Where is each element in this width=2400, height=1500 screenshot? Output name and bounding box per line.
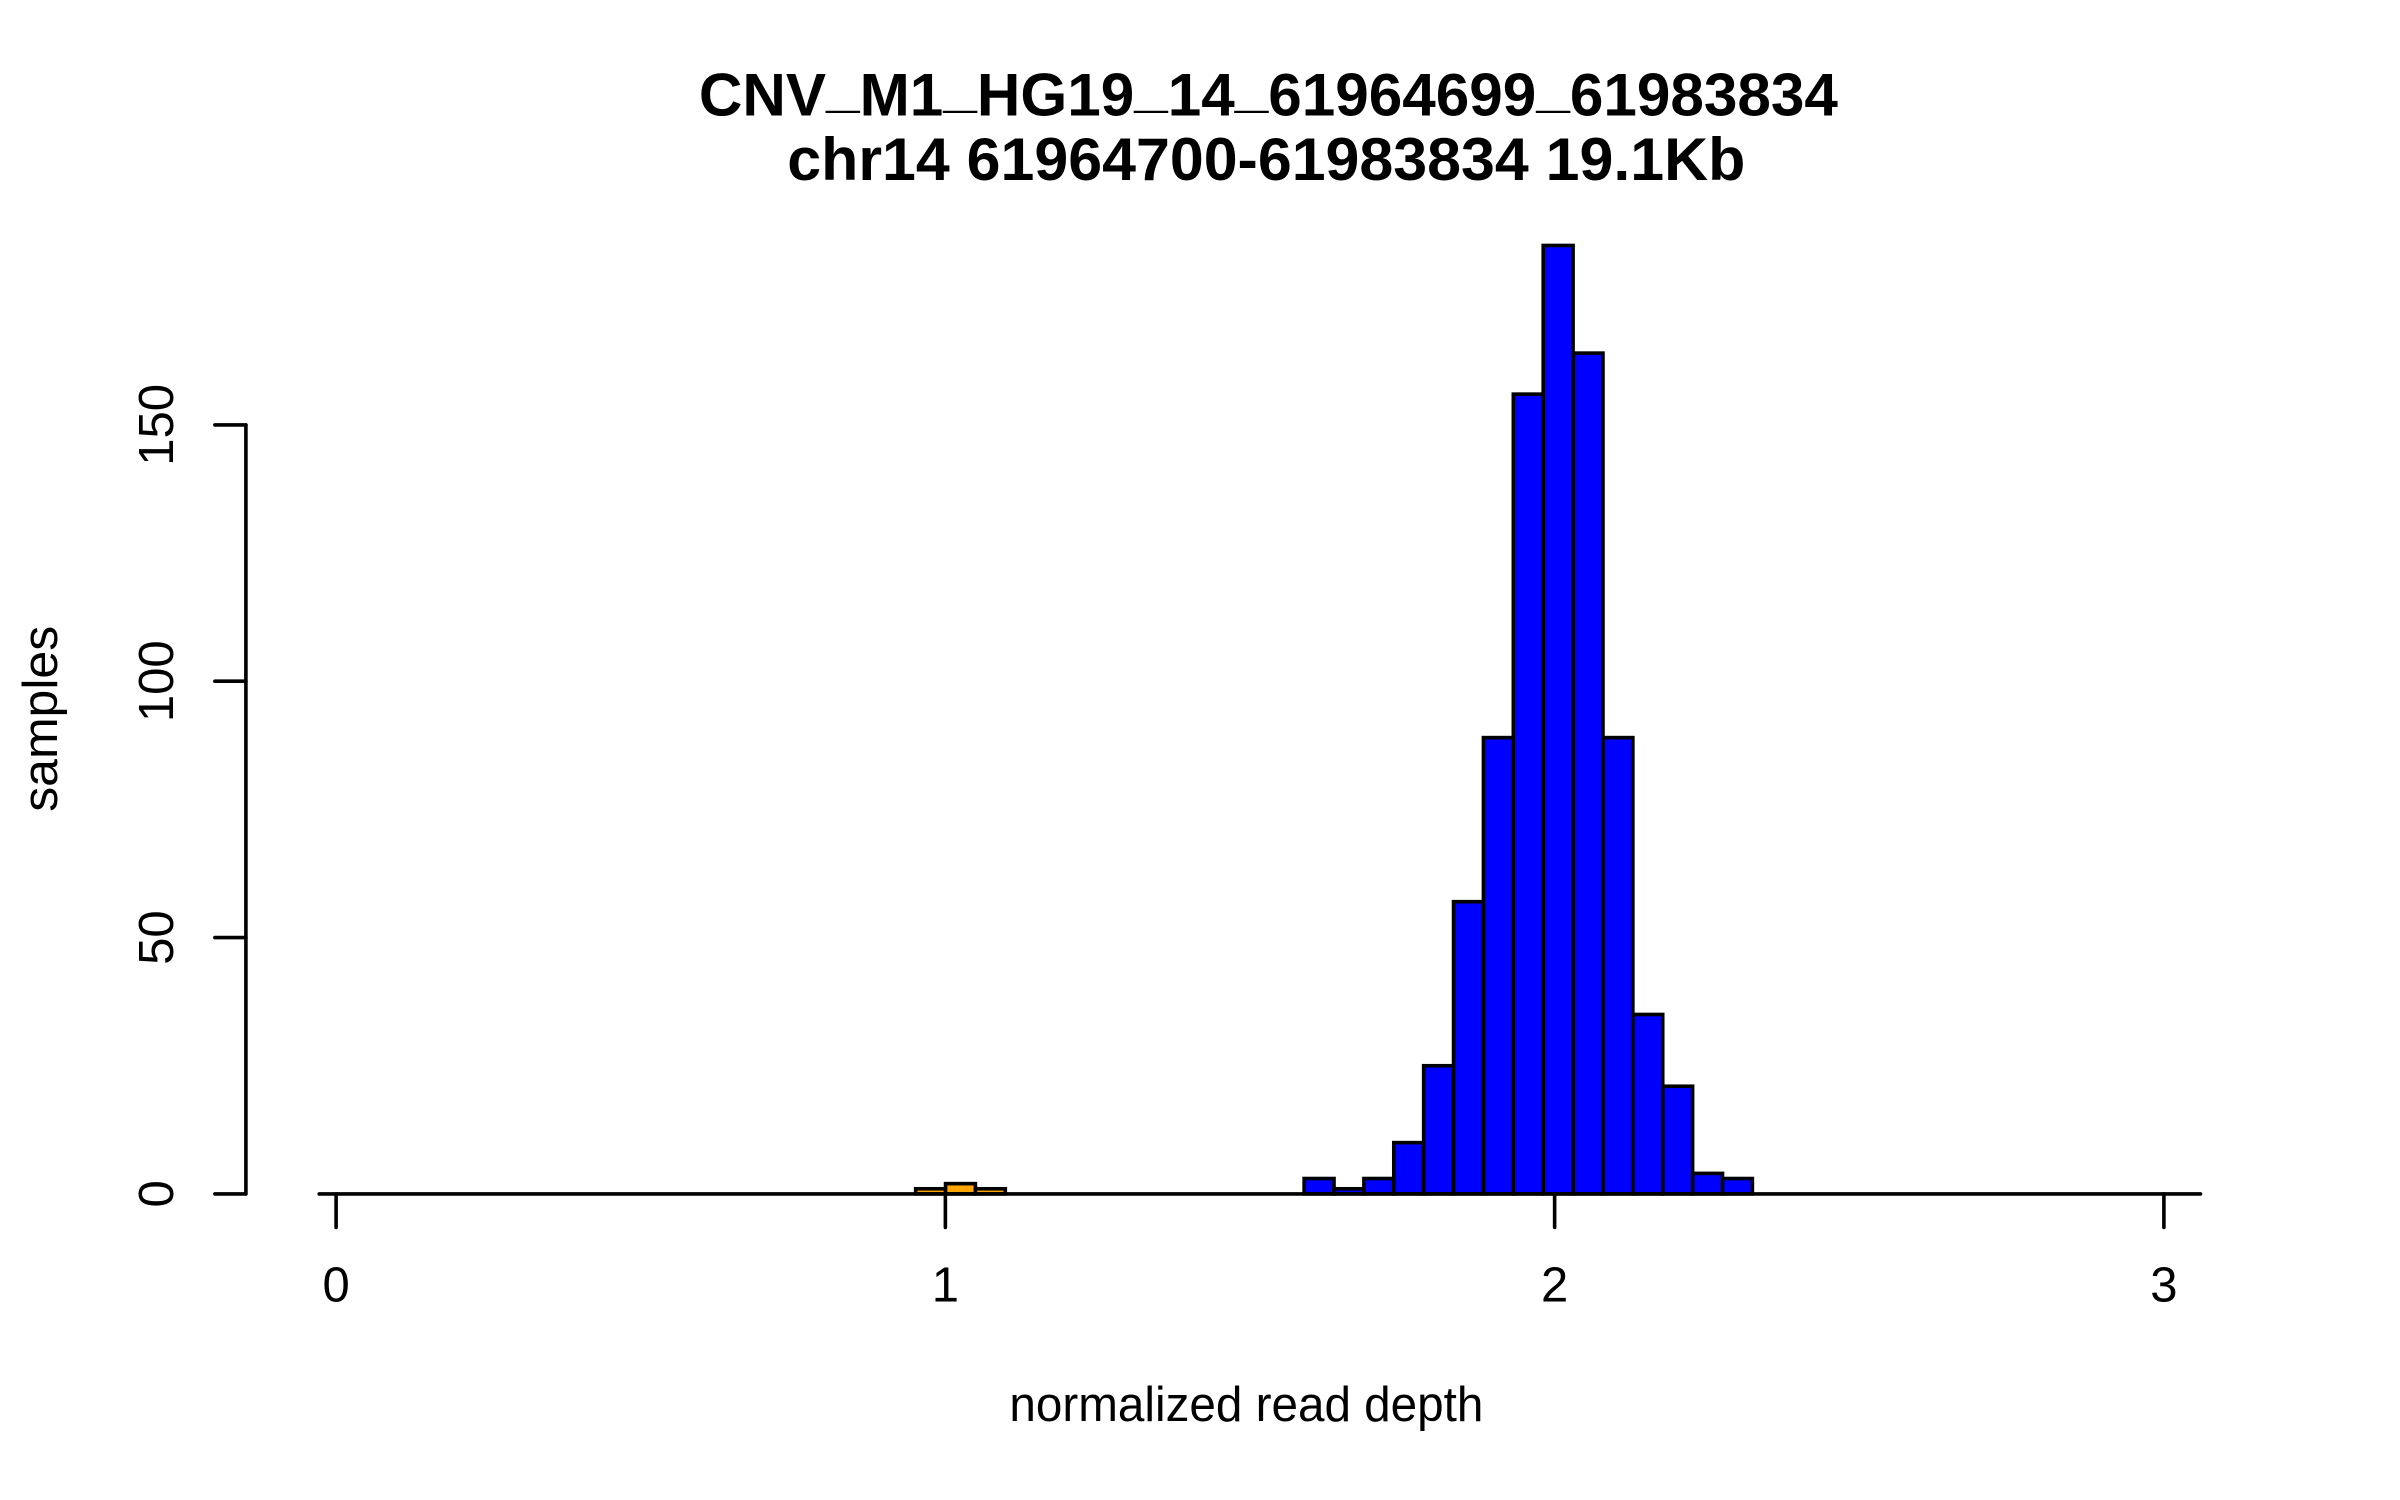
- svg-text:chr14 61964700-61983834 19.1Kb: chr14 61964700-61983834 19.1Kb: [787, 125, 1745, 193]
- svg-text:2: 2: [1541, 1259, 1568, 1313]
- svg-text:0: 0: [322, 1259, 349, 1313]
- svg-text:100: 100: [130, 640, 184, 722]
- svg-text:150: 150: [130, 384, 184, 466]
- svg-text:1: 1: [932, 1259, 959, 1313]
- svg-text:0: 0: [130, 1180, 184, 1207]
- svg-text:CNV_M1_HG19_14_61964699_619838: CNV_M1_HG19_14_61964699_61983834: [699, 50, 1838, 128]
- svg-text:normalized read depth: normalized read depth: [1009, 1378, 1483, 1432]
- svg-text:3: 3: [2150, 1259, 2177, 1313]
- svg-text:samples: samples: [14, 626, 68, 812]
- svg-text:50: 50: [130, 910, 184, 965]
